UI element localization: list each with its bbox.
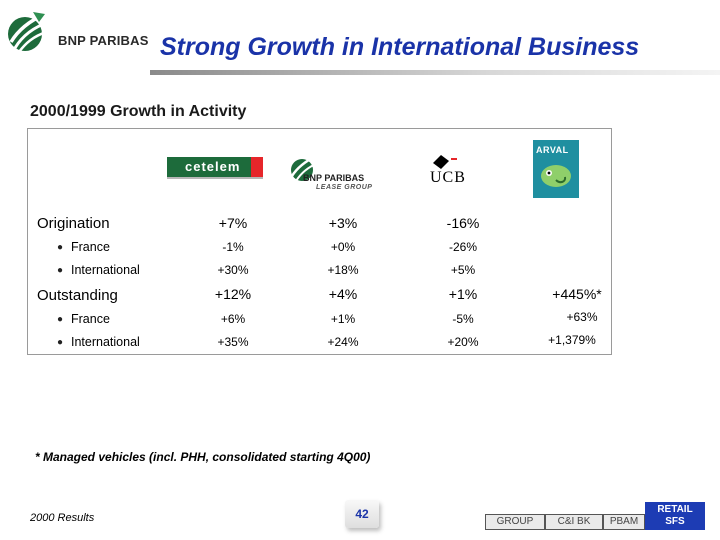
nav-tab-group[interactable]: GROUP bbox=[485, 514, 545, 530]
section-subtitle: 2000/1999 Growth in Activity bbox=[30, 103, 247, 120]
origination-france-lease-value: +0% bbox=[330, 240, 356, 254]
cetelem-logo-strip bbox=[167, 177, 263, 179]
row-outstanding-label: Outstanding bbox=[37, 287, 118, 304]
outstanding-france-ucb-value: -5% bbox=[452, 312, 474, 326]
growth-table-frame bbox=[27, 128, 612, 355]
ucb-logo-text: UCB bbox=[430, 169, 466, 186]
title-underline bbox=[150, 70, 720, 75]
lease-group-logo-icon bbox=[290, 154, 318, 182]
origination-cetelem-value: +7% bbox=[218, 215, 248, 231]
ucb-logo-icon bbox=[433, 155, 457, 169]
bullet-icon: ● bbox=[57, 314, 64, 325]
footer-label: 2000 Results bbox=[30, 512, 95, 524]
nav-tab-pbam[interactable]: PBAM bbox=[603, 514, 645, 530]
outstanding-international-cetelem-value: +35% bbox=[217, 335, 249, 349]
origination-international-lease-value: +18% bbox=[327, 263, 359, 277]
footnote: * Managed vehicles (incl. PHH, consolida… bbox=[35, 450, 371, 464]
row-origination-label: Origination bbox=[37, 215, 110, 232]
row-outstanding-international-label: International bbox=[71, 335, 140, 349]
outstanding-cetelem-value: +12% bbox=[214, 286, 252, 302]
arval-logo-text: ARVAL bbox=[536, 145, 569, 155]
row-outstanding-france-label: France bbox=[71, 312, 110, 326]
origination-france-ucb-value: -26% bbox=[448, 240, 477, 254]
chameleon-icon bbox=[541, 165, 571, 187]
outstanding-ucb-value: +1% bbox=[448, 286, 478, 302]
nav-tab-ci-bk[interactable]: C&I BK bbox=[545, 514, 603, 530]
lease-group-name: BNP PARIBAS bbox=[303, 173, 365, 183]
origination-ucb-value: -16% bbox=[446, 215, 480, 231]
cetelem-logo-accent bbox=[251, 157, 263, 177]
outstanding-france-lease-value: +1% bbox=[330, 312, 356, 326]
outstanding-france-cetelem-value: +6% bbox=[220, 312, 246, 326]
page-title: Strong Growth in International Business bbox=[160, 33, 640, 61]
outstanding-arval-value: +445%* bbox=[552, 286, 602, 302]
row-origination-france-label: France bbox=[71, 240, 110, 254]
arval-logo: ARVAL bbox=[533, 140, 579, 198]
nav-tab-retail-sfs[interactable]: RETAIL SFS bbox=[645, 502, 705, 530]
bullet-icon: ● bbox=[57, 242, 64, 253]
lease-group-subname: LEASE GROUP bbox=[316, 184, 373, 191]
nav-tab-retail-line2: SFS bbox=[665, 516, 685, 527]
nav-tab-retail-line1: RETAIL bbox=[657, 504, 693, 515]
logo-wordmark: BNP PARIBAS bbox=[58, 33, 149, 48]
origination-international-ucb-value: +5% bbox=[450, 263, 476, 277]
cetelem-logo: cetelem bbox=[167, 157, 263, 177]
bullet-icon: ● bbox=[57, 265, 64, 276]
origination-international-cetelem-value: +30% bbox=[217, 263, 249, 277]
outstanding-international-arval-value: +1,379% bbox=[548, 333, 596, 347]
outstanding-lease-value: +4% bbox=[328, 286, 358, 302]
outstanding-international-lease-value: +24% bbox=[327, 335, 359, 349]
origination-lease-value: +3% bbox=[328, 215, 358, 231]
row-origination-international-label: International bbox=[71, 263, 140, 277]
outstanding-international-ucb-value: +20% bbox=[447, 335, 479, 349]
page-number: 42 bbox=[345, 500, 379, 528]
origination-france-cetelem-value: -1% bbox=[222, 240, 244, 254]
bnp-paribas-logo-icon bbox=[8, 12, 50, 53]
outstanding-france-arval-value: +63% bbox=[566, 310, 598, 324]
cetelem-logo-text: cetelem bbox=[185, 159, 241, 174]
bullet-icon: ● bbox=[57, 337, 64, 348]
